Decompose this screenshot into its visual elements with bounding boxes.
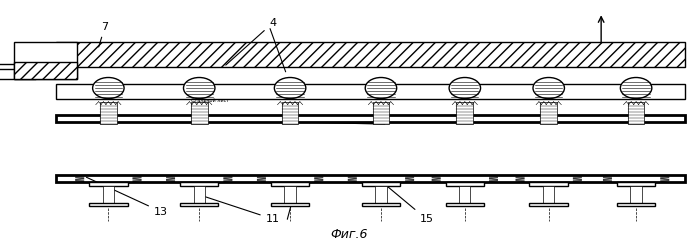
Ellipse shape bbox=[366, 77, 397, 98]
Bar bbox=[56, 42, 685, 67]
Text: 13: 13 bbox=[87, 177, 168, 217]
Ellipse shape bbox=[274, 77, 306, 98]
Bar bbox=[628, 102, 644, 124]
Bar bbox=[56, 115, 685, 122]
Bar bbox=[630, 186, 642, 203]
Bar bbox=[56, 84, 685, 99]
Bar bbox=[459, 186, 470, 203]
Ellipse shape bbox=[449, 77, 481, 98]
Bar bbox=[103, 186, 114, 203]
Bar bbox=[540, 102, 557, 124]
Bar bbox=[282, 102, 298, 124]
Bar bbox=[362, 203, 401, 206]
Text: 4: 4 bbox=[226, 18, 276, 65]
Bar bbox=[180, 203, 218, 206]
Bar bbox=[446, 203, 484, 206]
Bar bbox=[375, 186, 387, 203]
Bar bbox=[617, 203, 656, 206]
Ellipse shape bbox=[92, 77, 124, 98]
Bar bbox=[14, 62, 77, 79]
Bar bbox=[617, 182, 656, 186]
Text: 15: 15 bbox=[383, 183, 433, 224]
Text: Фиг.6: Фиг.6 bbox=[331, 228, 368, 241]
Ellipse shape bbox=[621, 77, 651, 98]
Bar bbox=[180, 182, 218, 186]
Bar bbox=[89, 182, 127, 186]
Bar bbox=[14, 42, 77, 79]
Ellipse shape bbox=[533, 77, 565, 98]
Bar bbox=[530, 182, 568, 186]
Bar bbox=[271, 182, 309, 186]
Text: 11: 11 bbox=[206, 197, 280, 224]
Bar bbox=[56, 175, 685, 182]
Bar bbox=[191, 102, 208, 124]
Bar bbox=[456, 102, 473, 124]
Bar bbox=[362, 182, 401, 186]
Text: Стальной лист: Стальной лист bbox=[191, 98, 229, 103]
Bar bbox=[373, 102, 389, 124]
Bar bbox=[100, 102, 117, 124]
Bar bbox=[89, 203, 127, 206]
Text: 7: 7 bbox=[99, 22, 108, 47]
Bar bbox=[271, 203, 309, 206]
Bar bbox=[543, 186, 554, 203]
Bar bbox=[446, 182, 484, 186]
Ellipse shape bbox=[183, 77, 215, 98]
Bar bbox=[284, 186, 296, 203]
Bar bbox=[194, 186, 205, 203]
Bar bbox=[530, 203, 568, 206]
